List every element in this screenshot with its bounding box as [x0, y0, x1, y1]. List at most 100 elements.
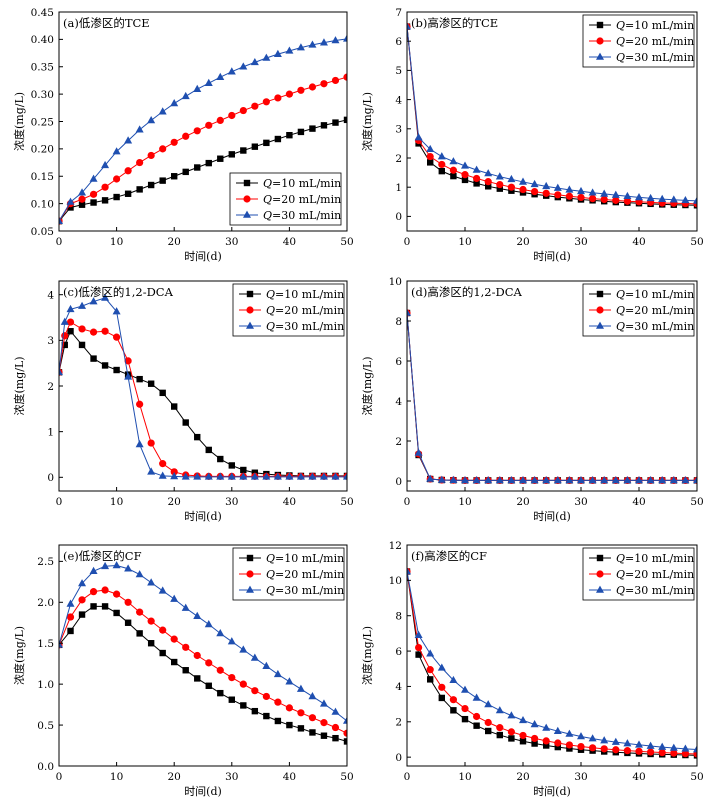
panel-d-series-3-point — [495, 476, 504, 484]
panel-e-series-2-point — [101, 586, 109, 594]
panel-f-y-tick-label: 6 — [395, 646, 402, 658]
panel-b-series-3-point — [577, 186, 585, 195]
panel-f-series-2-point — [438, 683, 446, 691]
panel-f-series-1-point — [461, 715, 469, 723]
panel-f-x-axis-title: 时间(d) — [533, 785, 571, 798]
panel-e-series-1-point — [205, 682, 212, 689]
panel-f-series-1-point — [438, 694, 445, 702]
panel-f-series-3-point — [507, 711, 516, 719]
panel-b-x-tick-label: 30 — [574, 236, 587, 248]
panel-b-series-2-point — [612, 196, 620, 204]
panel-b-legend-label: Q=20 mL/min — [616, 35, 694, 48]
panel-e-series-1-point — [194, 675, 201, 682]
panel-a-series-3-point — [181, 91, 190, 100]
panel-a-series-1-point — [320, 122, 328, 129]
panel-e-legend-marker — [246, 585, 254, 593]
panel-a-series-2-point — [182, 132, 190, 140]
panel-f-x-tick-label: 30 — [574, 771, 587, 783]
chart-panel-f: 0 10 20 30 40 50 0 2 4 6 8 10 12 时间(d) 浓度(mg/L) (f)高渗区的… — [360, 540, 704, 798]
panel-f-x-tick-label: 0 — [404, 771, 411, 783]
panel-d-series-3-point — [635, 476, 643, 484]
panel-f-series-2-point — [658, 748, 666, 757]
panel-a-x-tick-label: 20 — [168, 236, 181, 248]
panel-f-series-3-point — [658, 742, 667, 750]
panel-b-x-tick-label: 0 — [404, 236, 411, 248]
panel-b-series-3-point — [693, 196, 697, 204]
panel-d-y-tick-label: 0 — [395, 476, 402, 488]
panel-f-series-3-point — [542, 723, 551, 731]
panel-b-series-2-point — [589, 194, 597, 203]
panel-c-series-2-point — [113, 333, 121, 341]
panel-e-legend-marker — [246, 554, 254, 562]
panel-b-series-3-point — [669, 195, 678, 203]
panel-a-x-tick-label: 50 — [340, 236, 353, 248]
panel-d-x-tick-label: 30 — [574, 496, 587, 508]
panel-f-series-3-point — [472, 693, 481, 701]
panel-f-x-tick-label: 20 — [516, 771, 529, 783]
panel-f-series-2-point — [623, 747, 632, 755]
panel-c-series-3-point — [59, 367, 63, 376]
panel-d-series-3-point — [565, 476, 574, 484]
panel-b-y-tick-label: 6 — [395, 36, 402, 48]
panel-a-series-1-point — [194, 164, 201, 171]
panel-e-x-tick-label: 40 — [283, 771, 296, 783]
panel-b-series-3-point — [484, 169, 493, 177]
panel-f-x-tick-label: 40 — [632, 771, 645, 783]
panel-b-series-1-point — [485, 183, 492, 190]
panel-d-y-tick-label: 4 — [395, 396, 402, 408]
panel-c-series-1-point — [228, 462, 235, 469]
panel-f-series-2-point — [542, 737, 550, 745]
panel-d-x-tick-label: 0 — [404, 496, 411, 508]
panel-c-x-tick-label: 10 — [110, 496, 123, 508]
panel-a-series-2-point — [170, 138, 178, 146]
panel-a-series-1 — [59, 116, 347, 225]
panel-e-series-3-point — [296, 684, 305, 692]
panel-f-series-3-point — [437, 663, 446, 671]
panel-e-series-1-point — [251, 707, 259, 715]
panel-d-legend-marker — [596, 321, 604, 329]
panel-b-series-2-point — [565, 192, 574, 200]
panel-d-series-3-point — [681, 476, 690, 484]
panel-e-series-3-point — [319, 699, 328, 707]
panel-b-series-3-point — [565, 185, 574, 193]
panel-e-y-tick-label: 1.0 — [37, 679, 54, 691]
panel-c-series-2-point — [147, 439, 155, 447]
panel-f-series-3-point — [611, 737, 620, 745]
panel-e-series-2-point — [262, 692, 270, 701]
panel-f-y-tick-label: 8 — [395, 611, 402, 623]
panel-a-series-1-point — [251, 143, 259, 150]
panel-b-series-2-point — [519, 185, 527, 194]
panel-e-series-3-point — [204, 619, 213, 628]
panel-a-series-3-point — [193, 84, 202, 92]
panel-d-series-3-point — [693, 476, 697, 484]
panel-a-x-tick-label: 40 — [283, 236, 296, 248]
panel-d-series-3-point — [600, 476, 609, 484]
panel-b-series-3-point — [646, 193, 655, 202]
panel-a-series-3-point — [273, 49, 282, 57]
panel-f-series-3-point — [635, 740, 643, 748]
panel-d-title: (d)高渗区的1,2-DCA — [411, 285, 523, 299]
panel-a-legend-label: Q=10 mL/min — [263, 177, 341, 190]
panel-a-y-tick-label: 0.15 — [31, 171, 54, 183]
panel-f-series-3-point — [519, 715, 527, 724]
panel-f-series-1-point — [427, 676, 434, 683]
panel-d-legend: Q=10 mL/min Q=20 mL/min Q=30 mL/min — [582, 283, 695, 337]
panel-b-series-3-point — [426, 144, 435, 153]
panel-f-series-3-point — [646, 741, 655, 749]
panel-d-series-2-line — [407, 312, 697, 481]
panel-a-series-3-point — [147, 116, 156, 124]
panel-f-series-1-point — [531, 740, 538, 747]
panel-e-y-tick-label: 2.5 — [37, 556, 54, 568]
panel-e-series-1-point — [67, 627, 74, 635]
panel-e-series-2-point — [285, 704, 293, 712]
panel-f-series-2-point — [531, 734, 539, 743]
panel-a-series-2-point — [228, 111, 236, 120]
panel-d-y-tick-label: 6 — [395, 356, 402, 368]
panel-b-series-3-point — [407, 22, 411, 30]
panel-b-series-3-point — [495, 172, 504, 180]
panel-b-series-1-point — [427, 159, 434, 166]
panel-e-series-1-point — [228, 696, 235, 703]
panel-b-y-tick-label: 7 — [395, 7, 402, 19]
panel-c-series-1-point — [147, 380, 155, 387]
panel-b-series-2-point — [507, 183, 515, 191]
